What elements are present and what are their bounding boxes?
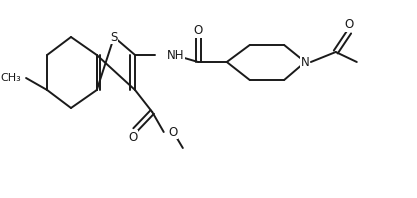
Text: O: O <box>128 131 138 144</box>
Text: O: O <box>344 18 354 31</box>
Text: NH: NH <box>166 49 184 62</box>
Text: CH₃: CH₃ <box>0 73 21 83</box>
Text: S: S <box>111 30 118 44</box>
Text: O: O <box>168 126 178 138</box>
Text: O: O <box>193 24 203 37</box>
Text: N: N <box>301 55 309 69</box>
